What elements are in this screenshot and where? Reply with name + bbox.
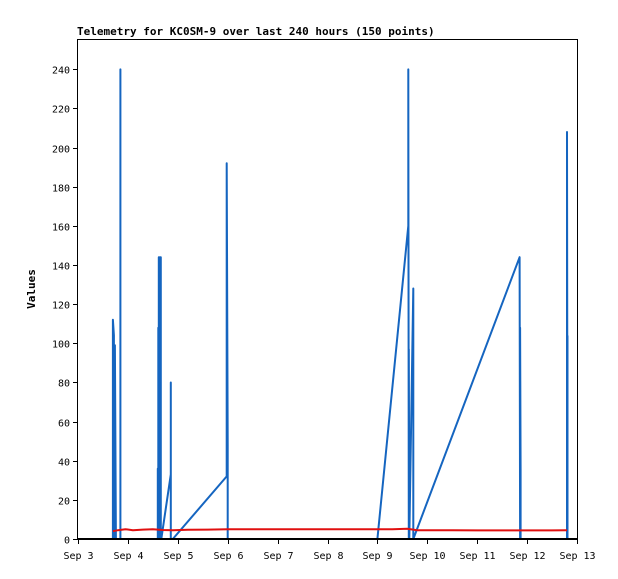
x-tick-label: Sep 8 [313, 551, 343, 562]
y-tick-label: 240 [52, 66, 70, 77]
y-tick-label: 20 [58, 497, 70, 508]
y-tick-label: 200 [52, 145, 70, 156]
y-tick-label: 120 [52, 301, 70, 312]
y-tick-label: 40 [58, 458, 70, 469]
y-tick-label: 140 [52, 262, 70, 273]
y-tick-label: 60 [58, 419, 70, 430]
x-tick-label: Sep 12 [509, 551, 545, 562]
x-tick-label: Sep 7 [263, 551, 293, 562]
series-layer [78, 68, 577, 540]
x-tick-label: Sep 5 [163, 551, 193, 562]
series-line-2 [112, 527, 568, 533]
y-tick-label: 0 [64, 536, 70, 547]
y-tick-label: 180 [52, 184, 70, 195]
y-axis-label: Values [25, 269, 38, 309]
y-tick-label: 100 [52, 340, 70, 351]
x-tick-label: Sep 11 [459, 551, 495, 562]
y-tick-label: 160 [52, 223, 70, 234]
x-tick-label: Sep 3 [63, 551, 93, 562]
x-tick-label: Sep 4 [113, 551, 143, 562]
x-tick-label: Sep 13 [559, 551, 595, 562]
y-tick-label: 220 [52, 105, 70, 116]
y-axis: 0 20 40 60 80 100 120 140 160 180 200 220 240 [52, 66, 78, 547]
x-tick-label: Sep 6 [213, 551, 243, 562]
x-tick-label: Sep 10 [409, 551, 445, 562]
y-tick-label: 80 [58, 379, 70, 390]
chart-title: Telemetry for KC0SM-9 over last 240 hour… [77, 25, 435, 38]
x-tick-label: Sep 9 [362, 551, 392, 562]
